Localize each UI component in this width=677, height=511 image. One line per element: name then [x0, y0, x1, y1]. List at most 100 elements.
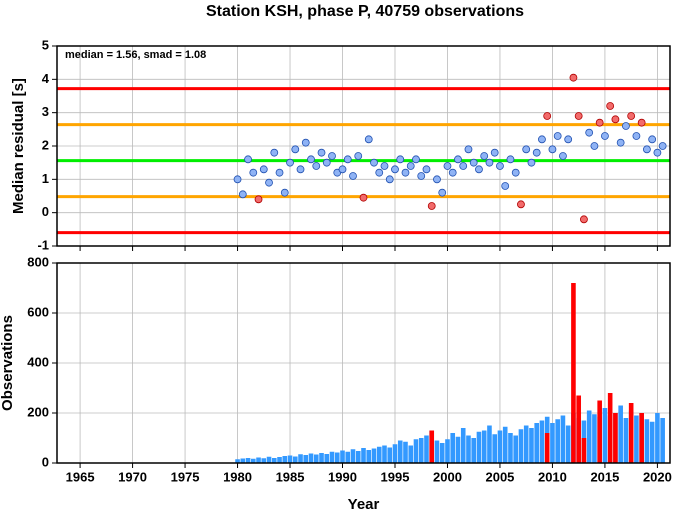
bar	[602, 408, 608, 463]
point	[296, 165, 305, 174]
point	[622, 122, 630, 130]
y-tick-label: 600	[27, 304, 49, 319]
point	[569, 73, 578, 82]
point	[511, 168, 520, 177]
point	[538, 135, 546, 144]
bar	[434, 440, 440, 463]
point	[249, 168, 258, 177]
bar	[586, 410, 592, 463]
point	[391, 165, 399, 174]
point	[648, 135, 657, 144]
bar	[413, 439, 419, 463]
point	[238, 190, 247, 199]
bar	[319, 453, 324, 463]
bar	[324, 454, 330, 463]
point	[459, 162, 468, 170]
point	[485, 158, 494, 167]
bar	[308, 453, 314, 463]
bar	[345, 451, 351, 463]
point	[627, 112, 636, 120]
point	[259, 165, 268, 174]
bar	[408, 445, 414, 463]
point	[643, 145, 651, 154]
plot-frame	[56, 45, 671, 247]
point	[496, 162, 504, 170]
y-tick-label: 2	[42, 137, 49, 152]
point	[501, 182, 510, 190]
annotation: median = 1.56, smad = 1.08	[65, 49, 206, 61]
point	[616, 138, 625, 147]
bar	[287, 455, 293, 463]
bar	[660, 418, 665, 463]
bar	[282, 456, 288, 463]
bar	[424, 435, 429, 463]
point	[454, 155, 462, 164]
y-tick-label: 0	[42, 454, 49, 469]
point	[658, 142, 667, 150]
x-tick-label: 1995	[381, 469, 410, 484]
x-tick-label: 1985	[276, 469, 305, 484]
x-tick-label: 1970	[118, 469, 147, 484]
point	[527, 158, 536, 167]
point	[427, 202, 436, 210]
x-tick-label: 1975	[171, 469, 200, 484]
bar	[592, 414, 597, 463]
bar	[466, 435, 471, 463]
point	[601, 132, 609, 140]
bar	[455, 436, 461, 463]
bar	[350, 449, 356, 463]
bar	[355, 451, 361, 463]
point	[475, 165, 483, 174]
point	[301, 138, 310, 147]
bar	[366, 450, 372, 463]
bar	[613, 413, 618, 463]
point	[375, 168, 384, 177]
point	[385, 175, 394, 184]
x-tick-label: 2015	[590, 469, 619, 484]
x-tick-label: 1965	[66, 469, 95, 484]
bar	[576, 395, 581, 463]
bar	[471, 438, 477, 463]
point	[595, 118, 604, 127]
point	[448, 168, 457, 177]
bar	[634, 415, 639, 463]
point	[506, 155, 515, 164]
x-axis-label: Year	[348, 496, 380, 511]
bar	[361, 448, 366, 463]
bar	[429, 430, 435, 463]
bar	[397, 440, 403, 463]
x-tick-label: 1990	[328, 469, 357, 484]
bar	[555, 419, 560, 463]
bar	[523, 425, 529, 463]
y-tick-label: 200	[27, 404, 49, 419]
point	[401, 168, 410, 177]
bar	[303, 455, 309, 463]
point	[464, 145, 473, 154]
bar	[544, 433, 550, 463]
point	[275, 168, 284, 177]
point	[422, 165, 431, 174]
x-tick-label: 1980	[223, 469, 252, 484]
point	[532, 148, 541, 157]
bar	[581, 438, 587, 463]
bar	[487, 425, 492, 463]
bar	[266, 456, 272, 463]
bar	[497, 430, 503, 463]
bar	[256, 457, 261, 463]
point	[522, 145, 531, 154]
y-axis-label: Median residual [s]	[10, 78, 27, 214]
point	[580, 215, 588, 224]
point	[338, 165, 347, 174]
point	[585, 128, 594, 137]
point	[307, 155, 315, 164]
point	[322, 158, 331, 167]
point	[517, 200, 525, 209]
point	[364, 135, 373, 144]
point	[469, 158, 478, 167]
point	[590, 142, 599, 150]
point	[438, 188, 447, 197]
point	[559, 152, 567, 160]
point	[611, 115, 620, 124]
chart-title: Station KSH, phase P, 40759 observations	[206, 3, 524, 20]
